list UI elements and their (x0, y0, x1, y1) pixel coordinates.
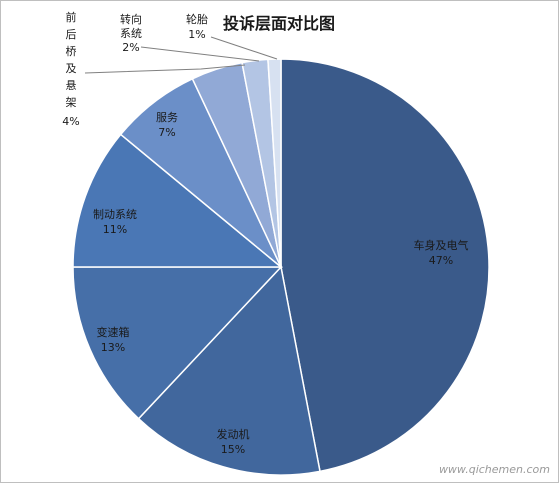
slice-8-label: 轮胎 1% (186, 12, 208, 41)
svg-text:15%: 15% (221, 443, 245, 456)
svg-text:车身及电气: 车身及电气 (414, 238, 469, 252)
leader-line-tires (210, 36, 278, 60)
slice-2-label: 发动机 15% (217, 427, 250, 456)
svg-text:系统: 系统 (120, 27, 142, 40)
slice-1 (280, 58, 490, 473)
svg-text:4%: 4% (62, 115, 79, 128)
svg-text:前: 前 (66, 10, 77, 24)
svg-text:及: 及 (66, 62, 77, 75)
leader-line-suspension (84, 64, 246, 74)
slice-8 (267, 58, 282, 268)
slice-2 (137, 265, 321, 476)
svg-text:悬: 悬 (66, 79, 77, 92)
svg-text:变速箱: 变速箱 (97, 325, 130, 339)
svg-text:2%: 2% (122, 41, 139, 54)
slice-5-label: 服务 7% (156, 111, 178, 139)
svg-text:发动机: 发动机 (217, 427, 250, 441)
svg-text:轮胎: 轮胎 (186, 12, 208, 26)
svg-text:47%: 47% (429, 254, 453, 267)
svg-text:架: 架 (66, 96, 77, 109)
watermark: www.qichemen.com (438, 463, 550, 476)
svg-text:13%: 13% (101, 341, 125, 354)
slice-4 (72, 133, 284, 268)
slice-3 (72, 266, 283, 420)
slice-4-label: 制动系统 11% (93, 208, 137, 236)
chart-title: 投诉层面对比图 (223, 14, 335, 33)
svg-text:桥: 桥 (66, 45, 77, 58)
svg-text:转向: 转向 (120, 12, 142, 26)
svg-text:7%: 7% (158, 126, 175, 139)
leader-line-steering (140, 46, 260, 62)
slice-3-label: 变速箱 13% (97, 325, 130, 354)
slice-1-label: 车身及电气 47% (414, 238, 469, 267)
svg-text:制动系统: 制动系统 (93, 208, 137, 221)
svg-text:服务: 服务 (156, 111, 178, 124)
svg-text:11%: 11% (103, 223, 127, 236)
svg-text:后: 后 (66, 28, 77, 41)
svg-text:1%: 1% (188, 28, 205, 41)
